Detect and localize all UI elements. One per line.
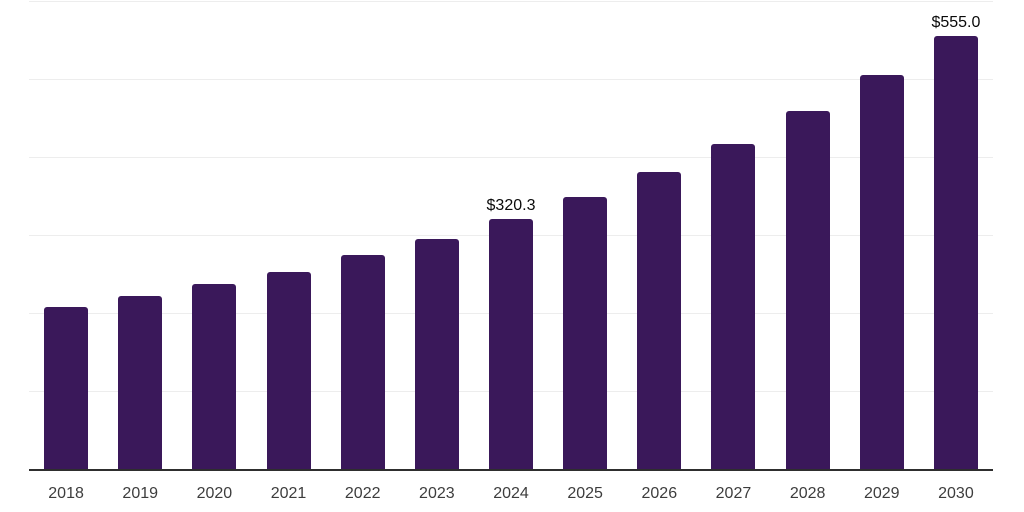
x-tick-label-2023: 2023 <box>419 485 455 502</box>
bar-2028 <box>785 111 830 470</box>
x-tick-label-2021: 2021 <box>270 485 307 502</box>
bar-2019 <box>118 295 163 470</box>
x-tick-label-2018: 2018 <box>48 485 84 502</box>
gridline-500 <box>29 79 993 80</box>
x-tick-label-2019: 2019 <box>122 485 159 502</box>
x-tick-label-2020: 2020 <box>196 485 233 502</box>
x-axis-line <box>29 469 993 471</box>
bar-2023 <box>414 238 459 470</box>
value-label-2024: $320.3 <box>486 197 536 215</box>
bar-2020 <box>192 283 237 470</box>
bar-2022 <box>340 254 385 470</box>
x-tick-label-2022: 2022 <box>344 485 381 502</box>
x-tick-label-2030: 2030 <box>938 485 974 502</box>
bar-2024 <box>489 219 533 470</box>
x-tick-label-2028: 2028 <box>789 485 826 502</box>
bar-2018 <box>44 307 89 470</box>
gridline-600 <box>29 1 993 2</box>
x-tick-label-2026: 2026 <box>641 485 678 502</box>
bar-2026 <box>637 172 682 470</box>
bar-2021 <box>266 271 311 470</box>
x-tick-label-2025: 2025 <box>567 485 603 502</box>
bar-2029 <box>859 75 904 470</box>
gridline-400 <box>29 157 993 158</box>
bar-2025 <box>563 197 608 470</box>
x-tick-label-2024: 2024 <box>493 485 529 502</box>
x-tick-label-2027: 2027 <box>715 485 752 502</box>
value-label-2030: $555.0 <box>931 14 981 32</box>
bar-2027 <box>711 144 756 470</box>
bar-2030 <box>933 36 978 470</box>
x-tick-label-2029: 2029 <box>863 485 900 502</box>
